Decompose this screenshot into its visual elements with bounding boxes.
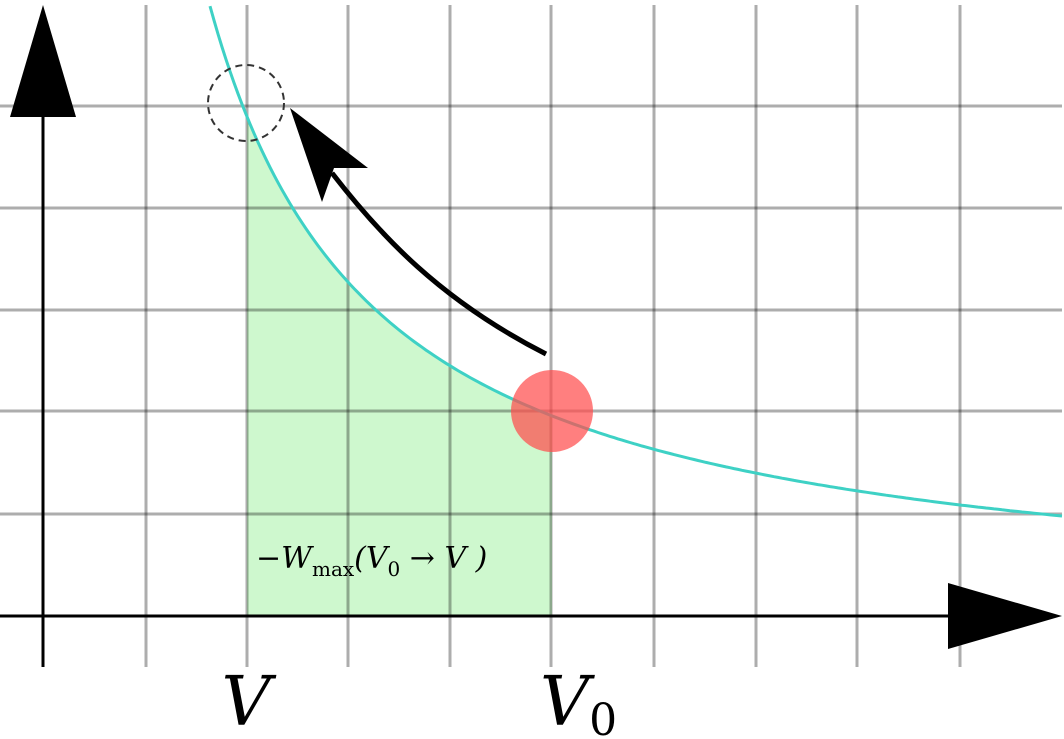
work-area — [247, 116, 552, 616]
v0-label: V0 — [540, 663, 617, 739]
end-point-marker — [207, 64, 285, 142]
isotherm-curve — [208, 5, 1063, 518]
start-point-marker — [511, 370, 593, 452]
work-label: −Wmax(V0 → V ) — [256, 541, 487, 581]
y-axis-arrowhead — [10, 5, 76, 117]
v-label: V — [221, 663, 276, 739]
process-arrowhead — [290, 108, 368, 202]
x-axis-arrowhead — [948, 583, 1062, 649]
process-arrow — [330, 171, 548, 357]
